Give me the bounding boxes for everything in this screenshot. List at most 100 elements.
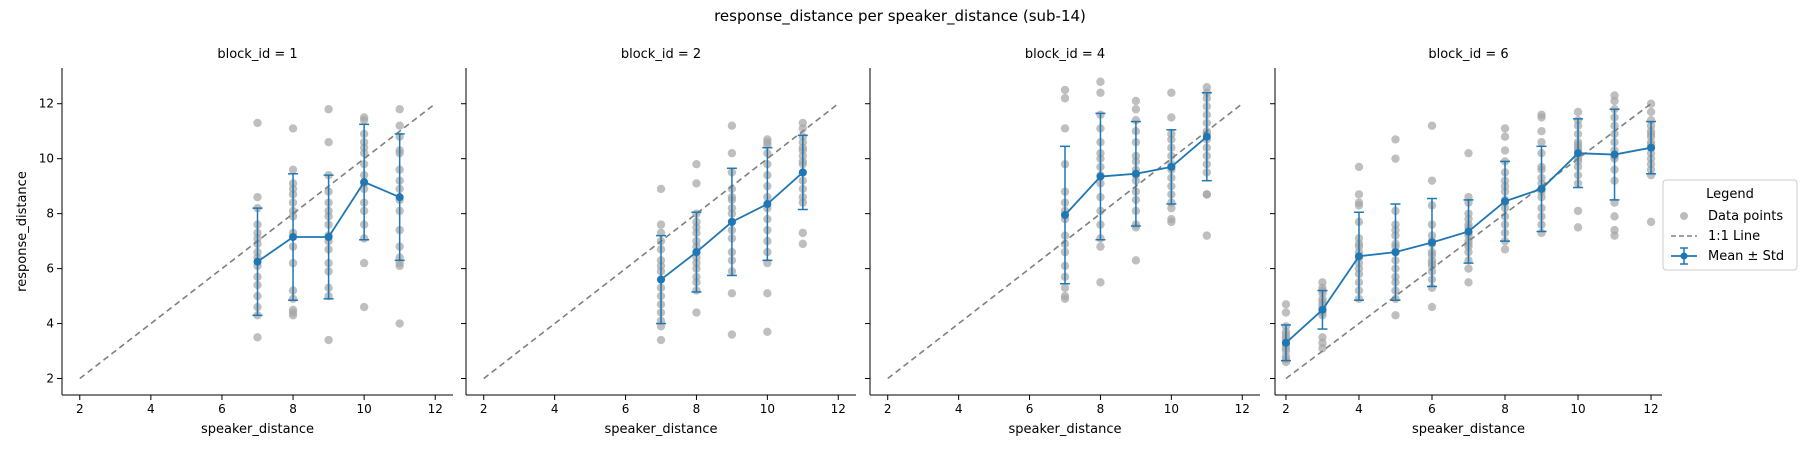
- data-point: [692, 308, 701, 317]
- data-point: [1281, 300, 1291, 309]
- legend-mean-std-label: Mean ± Std: [1708, 249, 1784, 264]
- data-point: [1167, 88, 1176, 97]
- data-point: [1060, 283, 1070, 293]
- panel-title: block_id = 2: [621, 47, 701, 62]
- legend: Legend Data points 1:1 Line Mean ± Std: [1662, 179, 1798, 271]
- data-point: [253, 118, 262, 128]
- mean-point: [289, 232, 298, 241]
- x-tick-label: 10: [356, 402, 371, 416]
- data-point: [1646, 107, 1656, 117]
- legend-identity-line-label: 1:1 Line: [1708, 229, 1760, 244]
- panel-4: block_id = 6 2 4 6 8 10 12 speaker_distance: [1270, 47, 1662, 437]
- x-tick-label: 8: [1097, 402, 1105, 416]
- x-tick-label: 4: [147, 402, 155, 416]
- mean-point: [1096, 172, 1105, 181]
- mean-std-series: [656, 134, 808, 325]
- data-point: [1464, 264, 1473, 273]
- mean-point: [324, 232, 333, 241]
- data-point: [1573, 107, 1583, 117]
- data-point: [798, 228, 808, 238]
- y-tick-label: 12: [39, 97, 54, 111]
- mean-point: [1427, 238, 1436, 247]
- data-point: [1131, 105, 1141, 114]
- x-tick-label: 12: [1235, 402, 1250, 416]
- x-tick-label: 8: [289, 402, 297, 416]
- data-point: [359, 302, 369, 312]
- data-point: [253, 333, 262, 342]
- x-axis-label: speaker_distance: [1412, 422, 1525, 437]
- mean-std-series: [252, 123, 405, 317]
- data-point: [1500, 245, 1510, 254]
- data-point: [656, 220, 666, 229]
- mean-point: [1537, 184, 1546, 193]
- data-point: [1610, 212, 1619, 221]
- mean-point: [395, 193, 404, 202]
- x-tick-label: 6: [218, 402, 226, 416]
- data-point: [1427, 302, 1437, 312]
- mean-point: [1647, 143, 1656, 152]
- data-point: [1096, 77, 1105, 86]
- data-point: [692, 159, 701, 169]
- x-tick-label: 12: [831, 402, 846, 416]
- data-point: [1354, 201, 1364, 210]
- data-point: [1573, 206, 1583, 216]
- data-point: [253, 192, 262, 202]
- data-point: [1318, 344, 1327, 353]
- data-point: [656, 335, 666, 345]
- data-point: [1131, 96, 1141, 106]
- y-tick-label: 10: [39, 152, 54, 166]
- y-tick-label: 8: [46, 207, 54, 221]
- mean-point: [1131, 169, 1140, 178]
- legend-title: Legend: [1706, 187, 1754, 202]
- data-point: [798, 239, 808, 249]
- x-tick-label: 2: [884, 402, 892, 416]
- data-point: [1646, 217, 1656, 227]
- data-point: [324, 105, 333, 114]
- x-tick-label: 10: [1164, 402, 1179, 416]
- data-point: [727, 330, 737, 339]
- data-point: [395, 319, 404, 328]
- mean-point: [1281, 338, 1290, 347]
- data-point: [288, 124, 298, 133]
- data-point: [1537, 137, 1546, 147]
- legend-mean-std-marker: [1671, 247, 1697, 265]
- x-axis-label: speaker_distance: [605, 422, 718, 437]
- mean-point: [1202, 132, 1211, 141]
- data-point: [1610, 96, 1619, 106]
- mean-point: [1354, 252, 1363, 261]
- panel-3: block_id = 4 2 4 6 8 10 12 speaker_distance: [865, 47, 1260, 437]
- panels: block_id = 1 2 4 6 8 10 12 2 4 6 8 10 12 speaker_dist…: [15, 47, 1662, 437]
- mean-point: [727, 217, 736, 226]
- data-point: [1281, 308, 1291, 317]
- mean-point: [1167, 162, 1176, 171]
- data-point: [395, 105, 404, 114]
- data-point: [1537, 113, 1546, 122]
- data-point: [324, 137, 333, 147]
- data-point: [1610, 231, 1619, 240]
- data-point: [1354, 190, 1364, 199]
- data-point: [1167, 217, 1176, 227]
- panel-2: block_id = 2 2 4 6 8 10 12 speaker_distance: [461, 47, 856, 437]
- panel-title: block_id = 6: [1428, 47, 1508, 62]
- data-point: [1167, 203, 1176, 213]
- x-tick-label: 6: [1428, 402, 1436, 416]
- data-point: [692, 179, 701, 188]
- x-tick-label: 6: [1026, 402, 1034, 416]
- x-tick-label: 12: [428, 402, 443, 416]
- data-point: [395, 261, 404, 271]
- data-point: [1391, 154, 1400, 163]
- data-point: [324, 335, 333, 345]
- data-point: [1464, 278, 1473, 287]
- data-point: [1096, 278, 1105, 287]
- data-point: [763, 289, 772, 298]
- y-tick-label: 4: [46, 317, 54, 331]
- legend-data-points-marker: [1680, 212, 1688, 220]
- mean-point: [360, 178, 369, 187]
- data-point: [1202, 231, 1212, 240]
- data-point: [1391, 135, 1400, 144]
- data-point: [1537, 127, 1546, 136]
- y-tick-label: 2: [46, 372, 54, 386]
- x-tick-label: 2: [1282, 402, 1290, 416]
- mean-point: [1061, 211, 1069, 220]
